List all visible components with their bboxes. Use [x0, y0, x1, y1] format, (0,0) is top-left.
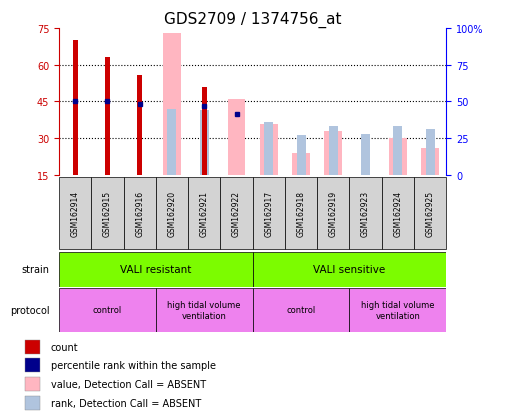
Bar: [26, 340, 40, 354]
Text: control: control: [286, 306, 315, 315]
Text: VALI resistant: VALI resistant: [120, 264, 191, 275]
Text: control: control: [93, 306, 122, 315]
FancyBboxPatch shape: [124, 178, 156, 250]
Bar: [389, 139, 407, 176]
FancyBboxPatch shape: [59, 252, 252, 287]
Bar: [167, 109, 176, 176]
Text: GSM162919: GSM162919: [329, 191, 338, 237]
Bar: [105, 58, 110, 176]
Bar: [329, 127, 338, 176]
Text: GSM162923: GSM162923: [361, 191, 370, 237]
Title: GDS2709 / 1374756_at: GDS2709 / 1374756_at: [164, 12, 342, 28]
FancyBboxPatch shape: [156, 288, 252, 332]
Bar: [393, 127, 402, 176]
Bar: [324, 131, 342, 176]
Text: GSM162920: GSM162920: [167, 191, 176, 237]
Bar: [426, 130, 435, 176]
Text: percentile rank within the sample: percentile rank within the sample: [51, 360, 216, 370]
Bar: [361, 135, 370, 176]
Bar: [202, 88, 207, 176]
FancyBboxPatch shape: [382, 178, 414, 250]
FancyBboxPatch shape: [188, 178, 221, 250]
Bar: [260, 124, 278, 176]
Text: GSM162917: GSM162917: [264, 191, 273, 237]
Bar: [26, 358, 40, 372]
FancyBboxPatch shape: [59, 288, 156, 332]
Bar: [264, 123, 273, 176]
FancyBboxPatch shape: [252, 252, 446, 287]
FancyBboxPatch shape: [349, 178, 382, 250]
Bar: [228, 100, 245, 176]
Text: GSM162916: GSM162916: [135, 191, 144, 237]
FancyBboxPatch shape: [59, 178, 91, 250]
FancyBboxPatch shape: [252, 178, 285, 250]
Text: value, Detection Call = ABSENT: value, Detection Call = ABSENT: [51, 379, 206, 389]
Text: strain: strain: [22, 264, 49, 275]
Text: GSM162924: GSM162924: [393, 191, 402, 237]
Text: rank, Detection Call = ABSENT: rank, Detection Call = ABSENT: [51, 398, 201, 408]
Text: GSM162918: GSM162918: [297, 191, 306, 237]
Text: count: count: [51, 342, 78, 352]
Text: protocol: protocol: [10, 305, 49, 315]
FancyBboxPatch shape: [221, 178, 252, 250]
FancyBboxPatch shape: [317, 178, 349, 250]
Text: GSM162925: GSM162925: [426, 191, 435, 237]
Bar: [137, 75, 142, 176]
FancyBboxPatch shape: [252, 288, 349, 332]
Text: high tidal volume
ventilation: high tidal volume ventilation: [361, 301, 435, 320]
Text: GSM162914: GSM162914: [71, 191, 80, 237]
Bar: [200, 111, 209, 176]
FancyBboxPatch shape: [414, 178, 446, 250]
Text: GSM162915: GSM162915: [103, 191, 112, 237]
FancyBboxPatch shape: [156, 178, 188, 250]
Text: high tidal volume
ventilation: high tidal volume ventilation: [167, 301, 241, 320]
Bar: [292, 154, 310, 176]
Text: GSM162921: GSM162921: [200, 191, 209, 237]
Bar: [73, 41, 77, 176]
Bar: [26, 396, 40, 410]
Text: VALI sensitive: VALI sensitive: [313, 264, 386, 275]
Bar: [421, 149, 439, 176]
Bar: [26, 377, 40, 391]
FancyBboxPatch shape: [91, 178, 124, 250]
Bar: [163, 34, 181, 176]
Text: GSM162922: GSM162922: [232, 191, 241, 237]
FancyBboxPatch shape: [349, 288, 446, 332]
FancyBboxPatch shape: [285, 178, 317, 250]
Bar: [297, 136, 306, 176]
